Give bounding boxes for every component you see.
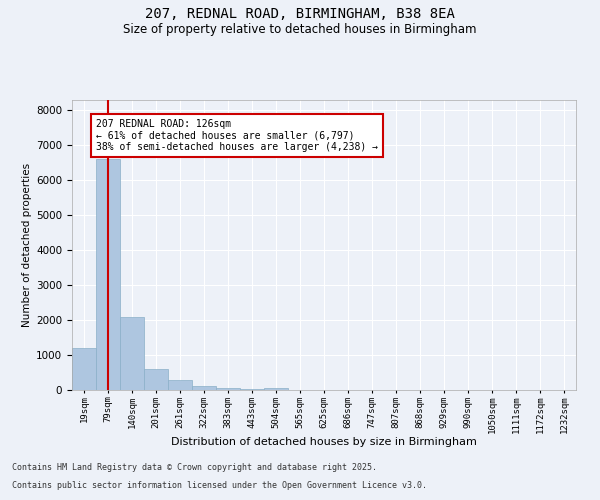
Bar: [192, 386, 216, 390]
Bar: [168, 380, 192, 390]
Text: Contains HM Land Registry data © Crown copyright and database right 2025.: Contains HM Land Registry data © Crown c…: [12, 464, 377, 472]
Bar: [96, 160, 120, 390]
Bar: [72, 348, 96, 390]
Text: 207, REDNAL ROAD, BIRMINGHAM, B38 8EA: 207, REDNAL ROAD, BIRMINGHAM, B38 8EA: [145, 8, 455, 22]
Bar: [216, 388, 240, 390]
X-axis label: Distribution of detached houses by size in Birmingham: Distribution of detached houses by size …: [171, 438, 477, 448]
Text: Contains public sector information licensed under the Open Government Licence v3: Contains public sector information licen…: [12, 481, 427, 490]
Bar: [240, 389, 264, 390]
Bar: [264, 388, 288, 390]
Text: 207 REDNAL ROAD: 126sqm
← 61% of detached houses are smaller (6,797)
38% of semi: 207 REDNAL ROAD: 126sqm ← 61% of detache…: [96, 119, 378, 152]
Y-axis label: Number of detached properties: Number of detached properties: [22, 163, 32, 327]
Bar: [120, 316, 144, 390]
Bar: [144, 370, 168, 390]
Text: Size of property relative to detached houses in Birmingham: Size of property relative to detached ho…: [123, 22, 477, 36]
